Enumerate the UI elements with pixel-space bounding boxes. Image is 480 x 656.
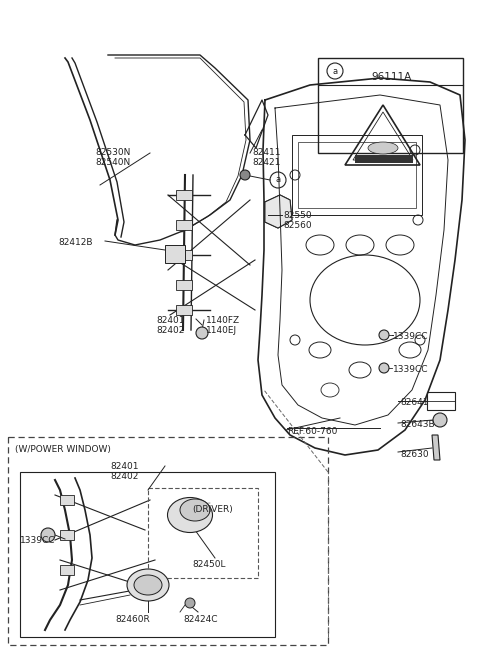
Text: 82643B: 82643B (400, 420, 434, 429)
Text: 82402: 82402 (110, 472, 138, 481)
Bar (298, 142, 416, 208)
Text: 82540N: 82540N (95, 158, 130, 167)
Text: 82401: 82401 (156, 316, 184, 325)
Bar (176, 250, 192, 260)
Bar (60, 495, 74, 505)
Text: 82460R: 82460R (115, 615, 150, 624)
Text: 82550: 82550 (283, 211, 312, 220)
Bar (60, 565, 74, 575)
Circle shape (433, 413, 447, 427)
Bar (427, 392, 455, 410)
Text: 1339CC: 1339CC (393, 365, 429, 374)
Text: 82401: 82401 (110, 462, 139, 471)
Circle shape (240, 170, 250, 180)
Bar (176, 220, 192, 230)
Text: a: a (333, 66, 337, 75)
Text: 1339CC: 1339CC (393, 332, 429, 341)
Text: 82412B: 82412B (58, 238, 93, 247)
Text: (W/POWER WINDOW): (W/POWER WINDOW) (15, 445, 111, 454)
Text: 82530N: 82530N (95, 148, 131, 157)
Bar (318, 58, 463, 153)
Text: 1140EJ: 1140EJ (206, 326, 237, 335)
Ellipse shape (127, 569, 169, 601)
Bar (60, 530, 74, 540)
Text: 82450L: 82450L (192, 560, 226, 569)
Bar (355, 155, 413, 163)
Bar (176, 190, 192, 200)
Bar (8, 437, 328, 645)
Circle shape (185, 598, 195, 608)
Text: 82560: 82560 (283, 221, 312, 230)
Text: 82421: 82421 (252, 158, 280, 167)
Ellipse shape (168, 497, 213, 533)
Text: 96111A: 96111A (371, 72, 411, 82)
Bar (165, 245, 185, 263)
Circle shape (196, 327, 208, 339)
Circle shape (41, 528, 55, 542)
Text: (DRIVER): (DRIVER) (192, 505, 233, 514)
Text: 82641: 82641 (400, 398, 429, 407)
Text: 82411: 82411 (252, 148, 280, 157)
Bar (20, 472, 275, 637)
Text: a: a (276, 176, 281, 184)
Text: 1140FZ: 1140FZ (206, 316, 240, 325)
Text: 1339CC: 1339CC (20, 536, 56, 545)
Ellipse shape (134, 575, 162, 595)
Bar (292, 135, 422, 215)
Ellipse shape (368, 142, 398, 154)
Text: 82424C: 82424C (183, 615, 217, 624)
Text: 82402: 82402 (156, 326, 184, 335)
Bar (176, 280, 192, 290)
Circle shape (379, 363, 389, 373)
Polygon shape (265, 195, 292, 228)
Bar (148, 488, 258, 578)
Text: 82630: 82630 (400, 450, 429, 459)
Circle shape (379, 330, 389, 340)
Ellipse shape (180, 499, 210, 521)
Text: REF.60-760: REF.60-760 (287, 427, 337, 436)
Bar (176, 305, 192, 315)
Polygon shape (432, 435, 440, 460)
